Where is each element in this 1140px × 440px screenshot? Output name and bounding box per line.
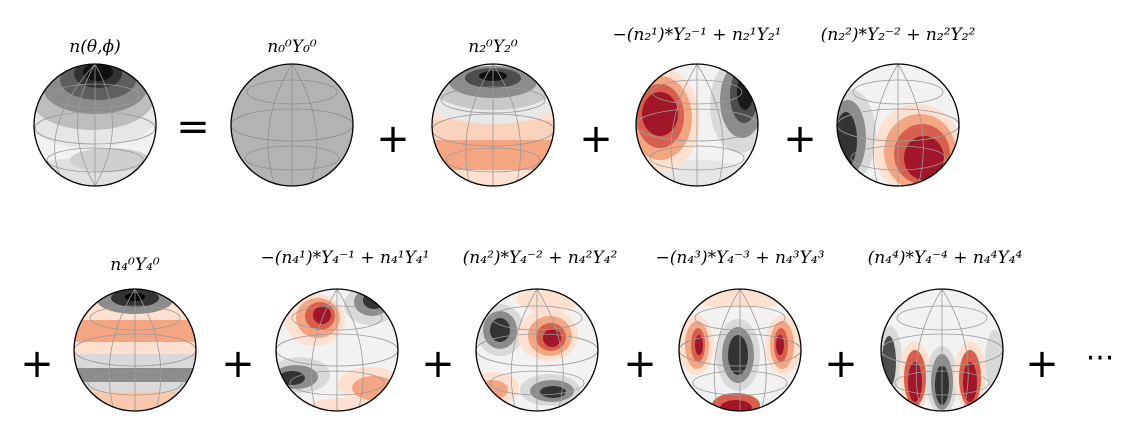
sphere-l4-m3 xyxy=(678,288,802,412)
term-label-l2-m2: (n₂²)*Y₂⁻² + n₂²Y₂² xyxy=(821,25,976,45)
sphere-density xyxy=(33,63,157,187)
term-label-l2-m0: n₂⁰Y₂⁰ xyxy=(468,37,518,57)
plus-sign: + xyxy=(783,116,817,162)
term-label-l4-m3: −(n₄³)*Y₄⁻³ + n₄³Y₄³ xyxy=(656,248,825,268)
plus-sign: + xyxy=(221,341,255,387)
plus-sign: + xyxy=(376,116,410,162)
sphere-l4-m2 xyxy=(475,288,599,412)
sphere-l4-m1 xyxy=(275,288,399,412)
sphere-l4-m4 xyxy=(880,288,1004,412)
plus-sign: + xyxy=(824,341,858,387)
sphere-l2-m0 xyxy=(431,63,555,187)
term-label-l4-m2: (n₄²)*Y₄⁻² + n₄²Y₄² xyxy=(463,248,618,268)
plus-sign: + xyxy=(421,341,455,387)
term-label-l2-m1: −(n₂¹)*Y₂⁻¹ + n₂¹Y₂¹ xyxy=(613,25,782,45)
sphere-l4-m0 xyxy=(73,288,197,412)
term-label-l0-m0: n₀⁰Y₀⁰ xyxy=(267,37,317,57)
term-label-l4-m0: n₄⁰Y₄⁰ xyxy=(110,255,160,275)
term-label-l4-m4: (n₄⁴)*Y₄⁻⁴ + n₄⁴Y₄⁴ xyxy=(868,248,1023,268)
term-label-l4-m1: −(n₄¹)*Y₄⁻¹ + n₄¹Y₄¹ xyxy=(261,248,430,268)
sphere-l0-m0 xyxy=(230,63,354,187)
ellipsis: ··· xyxy=(1086,341,1115,376)
plus-sign: + xyxy=(579,116,613,162)
plus-sign: + xyxy=(623,341,657,387)
sphere-l2-m2 xyxy=(836,63,960,187)
density-label: n(θ,ϕ) xyxy=(69,37,120,57)
plus-sign: + xyxy=(1025,341,1059,387)
sphere-l2-m1 xyxy=(635,63,759,187)
plus-sign: + xyxy=(20,341,54,387)
equals-sign: = xyxy=(176,104,210,150)
